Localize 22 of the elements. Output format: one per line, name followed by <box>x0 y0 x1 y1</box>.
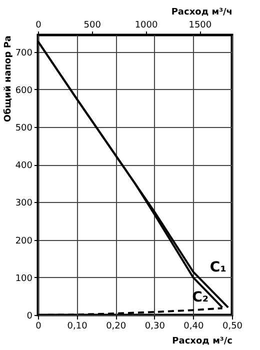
x-tick-label: 0 <box>36 322 42 332</box>
x2-axis-title: Расход м³/ч <box>171 8 232 18</box>
y-tick-label: 100 <box>15 274 33 284</box>
y-tick-label: 200 <box>15 236 33 246</box>
y-tick-label: 400 <box>15 161 33 172</box>
y-axis-title: Общий напор Ра <box>2 36 14 122</box>
x2-tick-label: 1500 <box>188 20 212 30</box>
x2-tick-label: 500 <box>84 20 102 30</box>
y-tick-label: 700 <box>15 48 33 58</box>
y-tick-label: 0 <box>26 312 33 322</box>
x-tick-label: 0,40 <box>184 322 204 332</box>
x2-tick-label: 1000 <box>134 20 158 30</box>
x-tick-label: 0,20 <box>106 322 126 332</box>
y-tick-label: 600 <box>15 86 33 96</box>
x-tick-label: 0,50 <box>222 322 243 332</box>
x2-tick-label: 0 <box>36 20 42 30</box>
y-tick-label: 500 <box>15 124 33 134</box>
x-axis-title: Расход м³/с <box>172 336 232 346</box>
y-tick-label: 300 <box>15 198 33 209</box>
x-tick-label: 0,10 <box>67 322 88 332</box>
x-tick-label: 0,30 <box>144 322 166 332</box>
series-label: C₁ <box>210 259 226 276</box>
